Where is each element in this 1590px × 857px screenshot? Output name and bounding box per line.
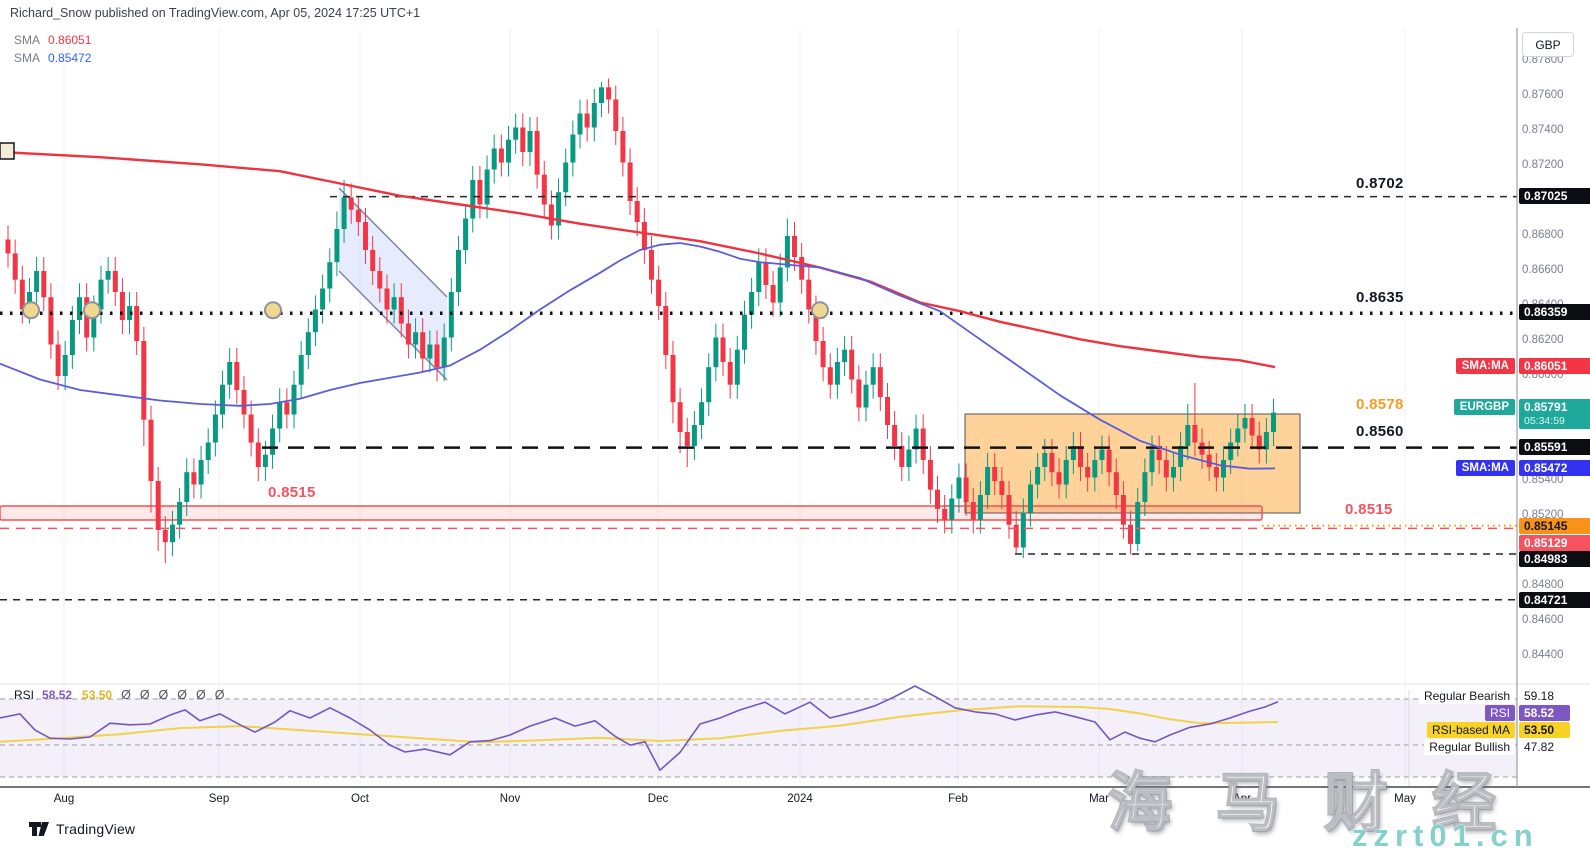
watermark-cn-text: 海马财经 bbox=[1107, 766, 1540, 840]
price-tick: 0.86800 bbox=[1522, 229, 1564, 241]
price-axis-label: 0.85472 bbox=[1519, 460, 1590, 476]
watermark-url-text: zzrt01.cn bbox=[1352, 818, 1539, 853]
sma-slow-value: 0.85472 bbox=[48, 51, 92, 65]
rsi-legend[interactable]: RSI 58.52 53.50 Ø Ø Ø Ø Ø Ø bbox=[14, 688, 224, 702]
rsi-row-label: RSI bbox=[1484, 705, 1515, 721]
price-tick: 0.86200 bbox=[1522, 334, 1564, 346]
price-axis-label: 0.84721 bbox=[1519, 592, 1590, 608]
level-price-label: 0.8515 bbox=[1345, 501, 1393, 518]
sma-fast-value: 0.86051 bbox=[48, 33, 92, 47]
rsi-title: RSI bbox=[14, 688, 35, 702]
price-tick: 0.86600 bbox=[1522, 264, 1564, 276]
time-axis-label[interactable]: 2024 bbox=[787, 793, 813, 805]
price-axis-label: 0.86051 bbox=[1519, 358, 1590, 374]
empty-set-icon: Ø bbox=[121, 688, 131, 702]
price-tick: 0.84600 bbox=[1522, 614, 1564, 626]
series-tag: SMA:MA bbox=[1455, 460, 1515, 476]
price-tick: 0.85400 bbox=[1522, 474, 1564, 486]
price-tick: 0.87800 bbox=[1522, 54, 1564, 66]
empty-set-icon: Ø bbox=[177, 688, 188, 702]
price-tick: 0.87200 bbox=[1522, 159, 1564, 171]
rsi-row-value: 59.18 bbox=[1519, 688, 1570, 704]
time-axis-label[interactable]: Apr bbox=[1233, 793, 1251, 805]
level-price-label: 0.8702 bbox=[1356, 175, 1404, 192]
price-tick: 0.87400 bbox=[1522, 124, 1564, 136]
publish-header: Richard_Snow published on TradingView.co… bbox=[10, 6, 421, 20]
rsi-row-value: 47.82 bbox=[1519, 739, 1570, 755]
sma-legend-slow[interactable]: SMA 0.85472 bbox=[14, 51, 91, 65]
price-axis-label: 0.84983 bbox=[1519, 551, 1590, 567]
price-axis-label: 0.85591 bbox=[1519, 439, 1590, 455]
rsi-value: 58.52 bbox=[42, 688, 73, 702]
price-axis-label: 0.85129 bbox=[1519, 535, 1590, 551]
tradingview-attribution[interactable]: TradingView bbox=[28, 819, 135, 839]
rsi-row-label: Regular Bearish bbox=[1418, 688, 1515, 704]
currency-unit-button[interactable]: GBP bbox=[1522, 32, 1574, 57]
price-axis-label: 0.85145 bbox=[1519, 518, 1590, 534]
rsi-row-label: Regular Bullish bbox=[1424, 739, 1515, 755]
tradingview-logo-icon bbox=[29, 822, 49, 836]
rsi-row-label: RSI-based MA bbox=[1426, 722, 1515, 738]
indicator-legend: SMA 0.86051 SMA 0.85472 bbox=[14, 33, 91, 69]
time-axis-label[interactable]: Mar bbox=[1089, 793, 1109, 805]
price-tick: 0.87600 bbox=[1522, 89, 1564, 101]
level-price-label: 0.8515 bbox=[268, 484, 316, 501]
time-axis-label[interactable]: Feb bbox=[948, 793, 968, 805]
empty-set-icon: Ø bbox=[214, 688, 225, 702]
price-axis-label: 0.87025 bbox=[1519, 188, 1590, 204]
level-price-label: 0.8560 bbox=[1356, 423, 1404, 440]
tradingview-brand-text: TradingView bbox=[56, 821, 136, 837]
time-axis-label[interactable]: Aug bbox=[53, 793, 75, 805]
empty-set-icon: Ø bbox=[158, 688, 169, 702]
price-tick: 0.84400 bbox=[1522, 649, 1564, 661]
empty-set-icon: Ø bbox=[196, 688, 206, 702]
level-price-label: 0.8635 bbox=[1356, 289, 1404, 306]
sma-slow-label: SMA bbox=[14, 51, 41, 65]
sma-fast-label: SMA bbox=[14, 33, 41, 47]
time-axis-label[interactable]: Nov bbox=[499, 793, 521, 805]
price-axis-label: 0.85791 05:34:59 bbox=[1519, 399, 1590, 429]
series-tag: EURGBP bbox=[1453, 399, 1515, 415]
series-tag: SMA:MA bbox=[1455, 358, 1515, 374]
sma-legend-fast[interactable]: SMA 0.86051 bbox=[14, 33, 91, 47]
time-axis-label[interactable]: Dec bbox=[647, 793, 669, 805]
countdown-timer: 05:34:59 bbox=[1524, 415, 1565, 427]
price-axis-label: 0.86359 bbox=[1519, 304, 1590, 320]
price-tick: 0.84800 bbox=[1522, 579, 1564, 591]
empty-set-icon: Ø bbox=[139, 688, 150, 702]
time-axis-label[interactable]: Oct bbox=[351, 793, 369, 805]
rsi-ma-value: 53.50 bbox=[82, 688, 113, 702]
time-axis-label[interactable]: Sep bbox=[208, 793, 230, 805]
rsi-row-value: 58.52 bbox=[1519, 705, 1570, 721]
level-price-label: 0.8578 bbox=[1356, 396, 1404, 413]
time-axis-label[interactable]: May bbox=[1394, 793, 1416, 805]
rsi-row-value: 53.50 bbox=[1519, 722, 1570, 738]
